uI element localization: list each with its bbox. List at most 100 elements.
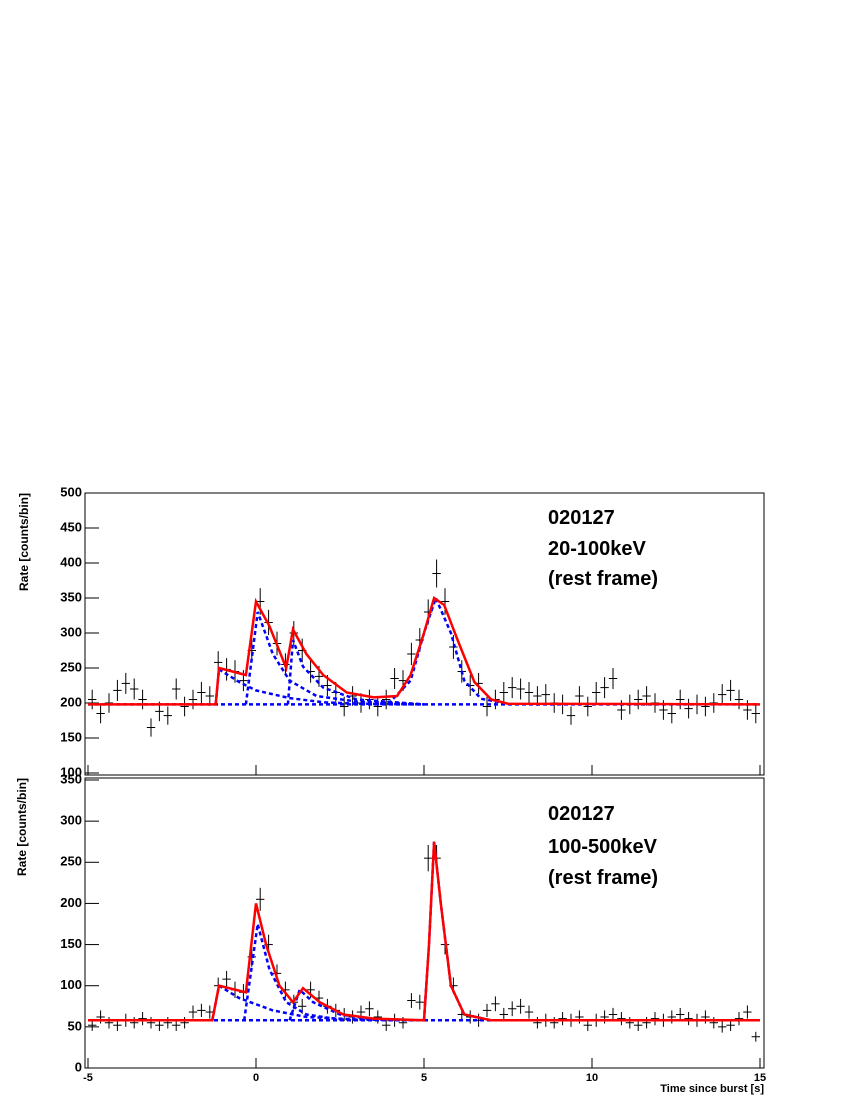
x-tick-label: 15 — [754, 1072, 766, 1084]
plot-area — [88, 559, 761, 737]
annotation: 100-500keV — [548, 836, 658, 858]
data-point — [642, 1016, 651, 1029]
data-point — [676, 689, 685, 710]
data-point — [365, 1001, 374, 1017]
y-tick-label: 350 — [60, 771, 82, 786]
fit-curve — [88, 841, 760, 1022]
data-point — [482, 1003, 492, 1017]
data-point — [701, 696, 710, 717]
y-axis-title: Rate [counts/bin] — [15, 778, 29, 876]
y-tick-label: 0 — [75, 1059, 82, 1074]
data-point — [382, 689, 391, 710]
data-point — [407, 642, 416, 666]
data-point — [146, 718, 156, 737]
data-point — [583, 696, 592, 717]
x-tick-label: 10 — [586, 1072, 598, 1084]
data-point — [600, 677, 609, 699]
data-point — [180, 696, 189, 717]
data-point — [684, 1012, 693, 1026]
x-axis-title: Time since burst [s] — [660, 1083, 764, 1095]
data-point — [751, 1031, 760, 1042]
data-point — [499, 682, 508, 703]
y-tick-label: 350 — [60, 589, 82, 604]
data-point — [617, 1012, 626, 1026]
data-point — [718, 1021, 727, 1033]
y-tick-label: 200 — [60, 694, 82, 709]
x-tick-label: -5 — [83, 1072, 93, 1084]
data-point — [88, 689, 97, 710]
data-point — [608, 1007, 618, 1022]
data-point — [575, 686, 584, 706]
data-point — [684, 698, 693, 719]
component-curve — [373, 594, 509, 706]
data-point — [415, 994, 424, 1010]
y-tick-label: 150 — [60, 936, 82, 951]
y-tick-label: 450 — [60, 519, 82, 534]
plot-area — [88, 841, 760, 1042]
x-tick-label: 5 — [421, 1072, 427, 1084]
data-point — [751, 703, 760, 724]
data-point — [709, 1016, 718, 1029]
y-tick-label: 400 — [60, 554, 82, 569]
y-tick-label: 50 — [68, 1018, 82, 1033]
data-point — [222, 970, 231, 988]
data-point — [146, 1016, 156, 1029]
data-point — [709, 693, 718, 713]
data-point — [566, 706, 576, 725]
data-point — [676, 1007, 685, 1022]
data-point — [491, 996, 500, 1012]
data-point — [516, 998, 525, 1014]
data-point — [121, 672, 130, 694]
data-point — [575, 1010, 584, 1024]
data-point — [499, 1007, 508, 1022]
data-point — [432, 559, 441, 588]
data-point — [701, 1010, 710, 1024]
data-point — [104, 1016, 114, 1029]
annotation: 020127 — [548, 507, 615, 529]
data-point — [96, 1010, 105, 1024]
data-point — [524, 1005, 534, 1019]
data-point — [592, 682, 601, 703]
data-point — [516, 678, 525, 700]
data-point — [96, 703, 105, 724]
plot-frame — [84, 777, 765, 1069]
annotation: (rest frame) — [548, 568, 658, 590]
data-point — [667, 703, 676, 724]
data-point — [482, 696, 492, 717]
data-point — [541, 684, 550, 706]
data-point — [172, 678, 181, 700]
data-point — [340, 696, 349, 717]
data-point — [180, 1016, 189, 1029]
y-tick-label: 250 — [60, 854, 82, 869]
data-point — [634, 689, 643, 710]
y-tick-label: 100 — [60, 977, 82, 992]
y-tick-label: 200 — [60, 895, 82, 910]
data-point — [508, 1001, 517, 1017]
fit-curve — [88, 595, 761, 706]
data-point — [424, 845, 433, 872]
data-point — [197, 1003, 206, 1017]
data-point — [197, 682, 206, 703]
data-point — [390, 668, 399, 689]
data-point — [373, 1010, 382, 1024]
annotation: (rest frame) — [548, 867, 658, 889]
data-point — [130, 678, 139, 700]
y-tick-label: 300 — [60, 624, 82, 639]
data-point — [508, 677, 517, 699]
data-point — [600, 1010, 609, 1024]
component-curve — [214, 667, 425, 706]
data-point — [163, 1016, 172, 1029]
data-point — [188, 1005, 198, 1019]
y-tick-label: 100 — [60, 764, 82, 779]
data-point — [726, 679, 735, 701]
data-point — [608, 668, 618, 689]
data-point — [440, 588, 450, 615]
component-curve — [422, 841, 492, 1022]
data-point — [407, 993, 416, 1008]
data-point — [113, 679, 122, 701]
y-tick-label: 300 — [60, 813, 82, 828]
y-axis-title: Rate [counts/bin] — [17, 493, 31, 591]
x-tick-label: 0 — [253, 1072, 259, 1084]
data-point — [550, 1016, 559, 1029]
